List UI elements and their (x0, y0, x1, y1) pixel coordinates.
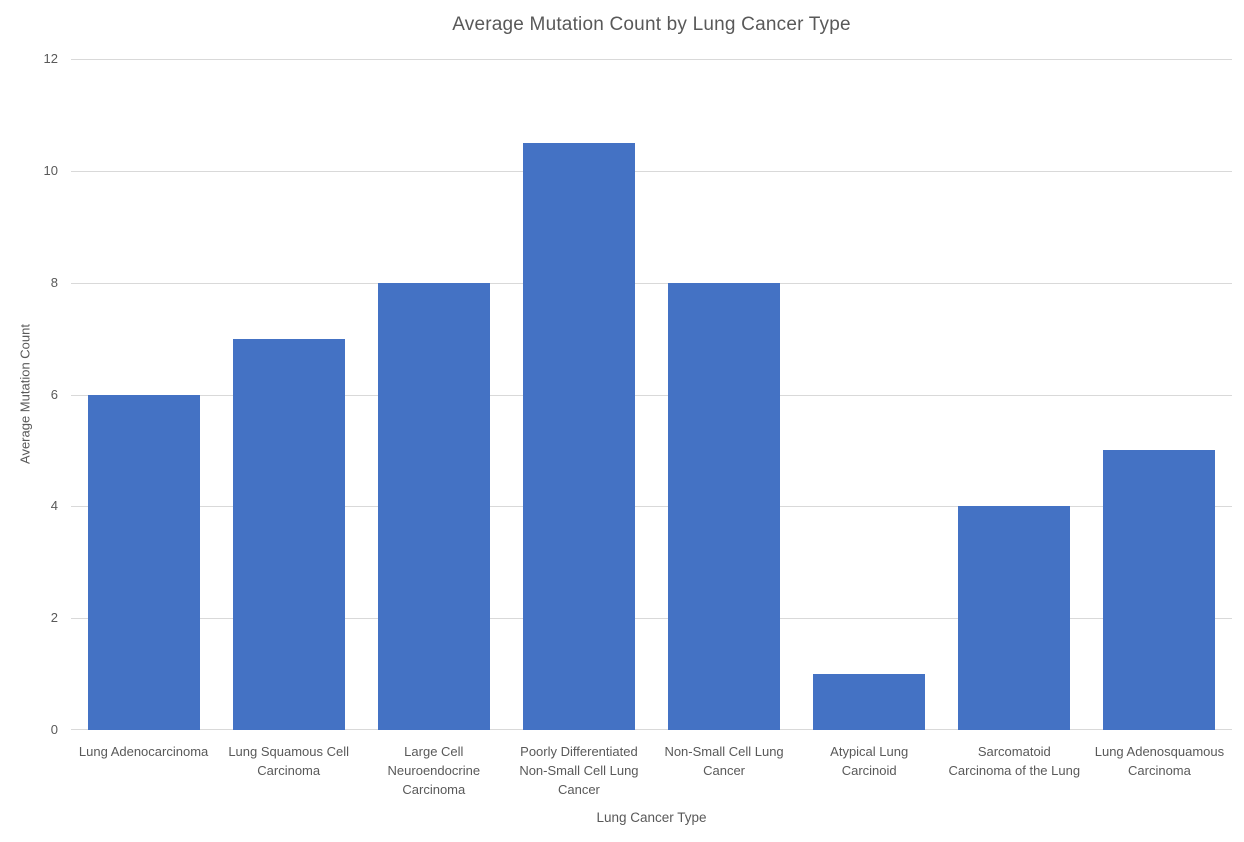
bar-lung-squamous-cell-carcinoma (232, 338, 345, 730)
bar-poorly-differentiated-non-small-cell-lung-cancer (522, 142, 635, 730)
category-label-lung-adenocarcinoma: Lung Adenocarcinoma (71, 742, 216, 761)
category-label-line: Carcinoma (257, 763, 321, 778)
category-label-line: Carcinoma (1128, 763, 1191, 778)
gridline-10 (71, 170, 1232, 172)
category-label-line: Large Cell (404, 744, 464, 759)
x-axis-title: Lung Cancer Type (596, 810, 707, 825)
category-label-line: Carcinoma (402, 782, 466, 797)
category-label-line: Lung Adenocarcinoma (78, 744, 209, 759)
category-label-lung-squamous-cell-carcinoma: Lung Squamous Cell Carcinoma (216, 742, 361, 780)
bar-lung-adenosquamous-carcinoma (1103, 450, 1216, 730)
category-label-line: Poorly Differentiated (520, 744, 638, 759)
y-tick-label-8: 8 (50, 274, 58, 290)
category-label-line: Neuroendocrine (387, 763, 481, 778)
y-tick-label-0: 0 (50, 722, 58, 737)
category-label-sarcomatoid-carcinoma-of-the-lung: Sarcomatoid Carcinoma of the Lung (942, 742, 1087, 780)
category-label-atypical-lung-carcinoid: Atypical Lung Carcinoid (797, 742, 942, 780)
gridline-8 (71, 282, 1232, 284)
y-tick-label-4: 4 (50, 498, 58, 514)
gridline-12 (71, 59, 1232, 60)
y-tick-label-6: 6 (50, 386, 58, 402)
bar-atypical-lung-carcinoid (813, 674, 926, 730)
category-label-line: Atypical Lung (830, 744, 909, 759)
bar-non-small-cell-lung-cancer (668, 282, 781, 730)
category-label-line: Sarcomatoid (977, 744, 1051, 759)
bar-large-cell-neuroendocrine-carcinoma (377, 282, 490, 730)
category-label-line: Lung Adenosquamous (1094, 744, 1225, 759)
category-label-line: Non-Small Cell Lung (664, 744, 784, 759)
category-label-large-cell-neuroendocrine-carcinoma: Large Cell Neuroendocrine Carcinoma (361, 742, 506, 799)
category-label-non-small-cell-lung-cancer: Non-Small Cell Lung Cancer (652, 742, 797, 780)
gridline-4 (71, 506, 1232, 508)
category-label-line: Carcinoma of the Lung (948, 763, 1081, 778)
y-tick-label-12: 12 (43, 51, 58, 66)
category-label-line: Non-Small Cell Lung (519, 763, 639, 778)
bar-sarcomatoid-carcinoma-of-the-lung (958, 506, 1071, 730)
x-axis-line (71, 729, 1232, 730)
gridline-6 (71, 394, 1232, 396)
gridline-2 (71, 618, 1232, 620)
category-label-line: Carcinoid (841, 763, 897, 778)
bar-lung-adenocarcinoma (87, 394, 200, 730)
category-label-line: Cancer (703, 763, 746, 778)
plot-area (71, 59, 1232, 730)
y-tick-label-10: 10 (43, 162, 58, 178)
category-label-poorly-differentiated-non-small-cell-lung-cancer: Poorly Differentiated Non-Small Cell Lung… (506, 742, 651, 799)
category-label-line: Lung Squamous Cell (228, 744, 350, 759)
category-label-line: Cancer (557, 782, 600, 797)
chart-title: Average Mutation Count by Lung Cancer Ty… (452, 14, 851, 35)
y-tick-label-2: 2 (50, 610, 58, 626)
category-label-lung-adenosquamous-carcinoma: Lung Adenosquamous Carcinoma (1087, 742, 1232, 780)
